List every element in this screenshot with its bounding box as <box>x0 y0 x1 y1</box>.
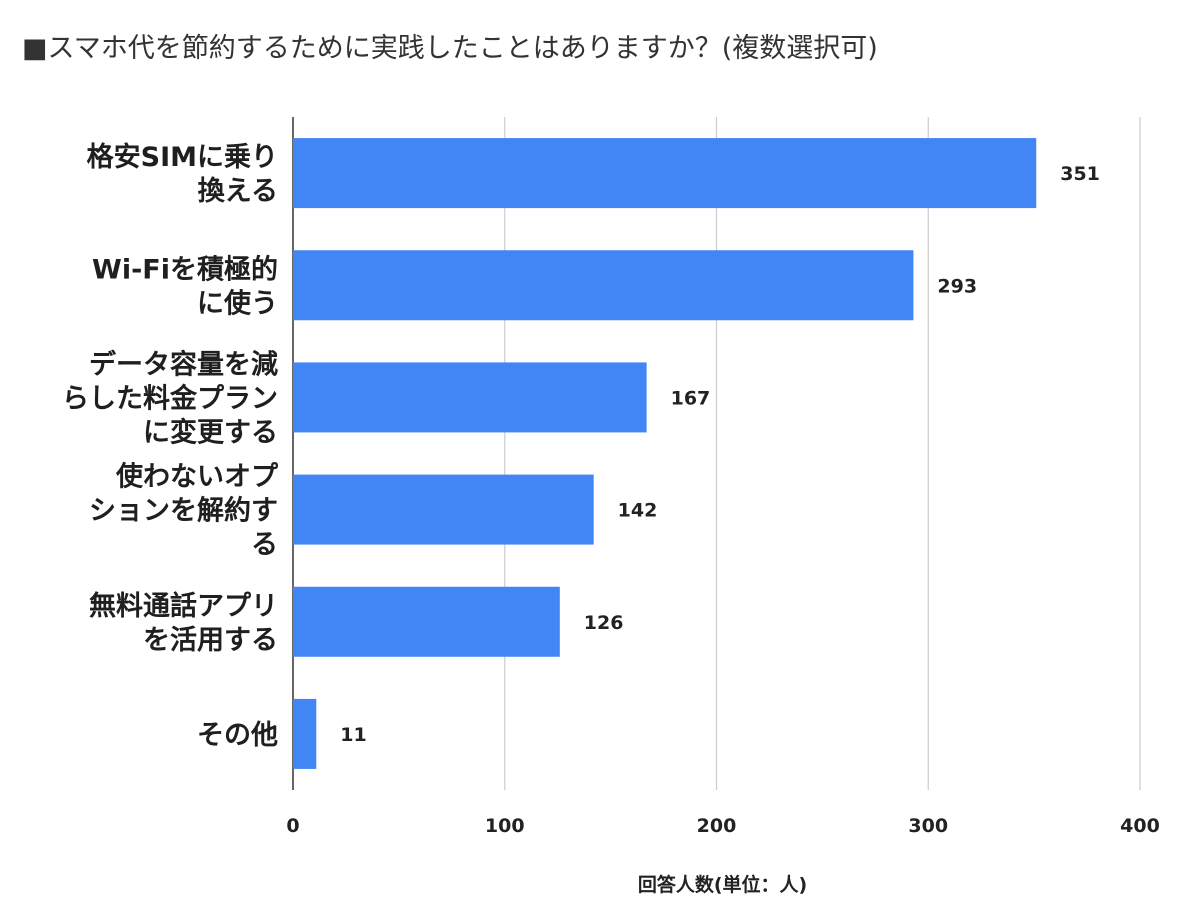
chart-title: ■スマホ代を節約するために実践したことはありますか？(複数選択可) <box>22 33 878 64</box>
data-label: 167 <box>671 387 711 409</box>
x-axis-title: 回答人数(単位：人) <box>638 873 807 896</box>
bar <box>293 586 560 657</box>
data-label: 11 <box>340 724 366 746</box>
category-label: らした料金プラン <box>62 382 278 414</box>
category-label: 無料通話アプリ <box>89 590 278 622</box>
category-label: その他 <box>197 720 278 751</box>
data-label: 351 <box>1060 163 1100 185</box>
data-label: 142 <box>618 500 658 522</box>
category-label: 格安SIMに乗り <box>87 142 278 173</box>
bar <box>293 698 317 769</box>
category-label: 換える <box>198 176 278 207</box>
x-tick-label: 100 <box>485 815 525 837</box>
bar <box>293 138 1037 209</box>
category-label: に使う <box>197 288 278 319</box>
x-tick-label: 300 <box>908 815 948 837</box>
data-label: 126 <box>584 612 624 634</box>
x-tick-label: 400 <box>1120 815 1160 837</box>
category-label: データ容量を減 <box>89 348 278 380</box>
bar <box>293 362 647 433</box>
data-label: 293 <box>937 275 977 297</box>
bar <box>293 250 914 321</box>
category-label: を活用する <box>143 625 278 656</box>
category-label: 使わないオプ <box>115 462 279 493</box>
category-label: に変更する <box>143 416 278 448</box>
category-label: ションを解約す <box>89 495 278 527</box>
x-tick-label: 200 <box>697 815 737 837</box>
bar <box>293 474 594 545</box>
category-label: る <box>251 530 278 561</box>
category-label: Wi-Fiを積極的 <box>92 253 278 285</box>
x-tick-label: 0 <box>286 815 299 837</box>
